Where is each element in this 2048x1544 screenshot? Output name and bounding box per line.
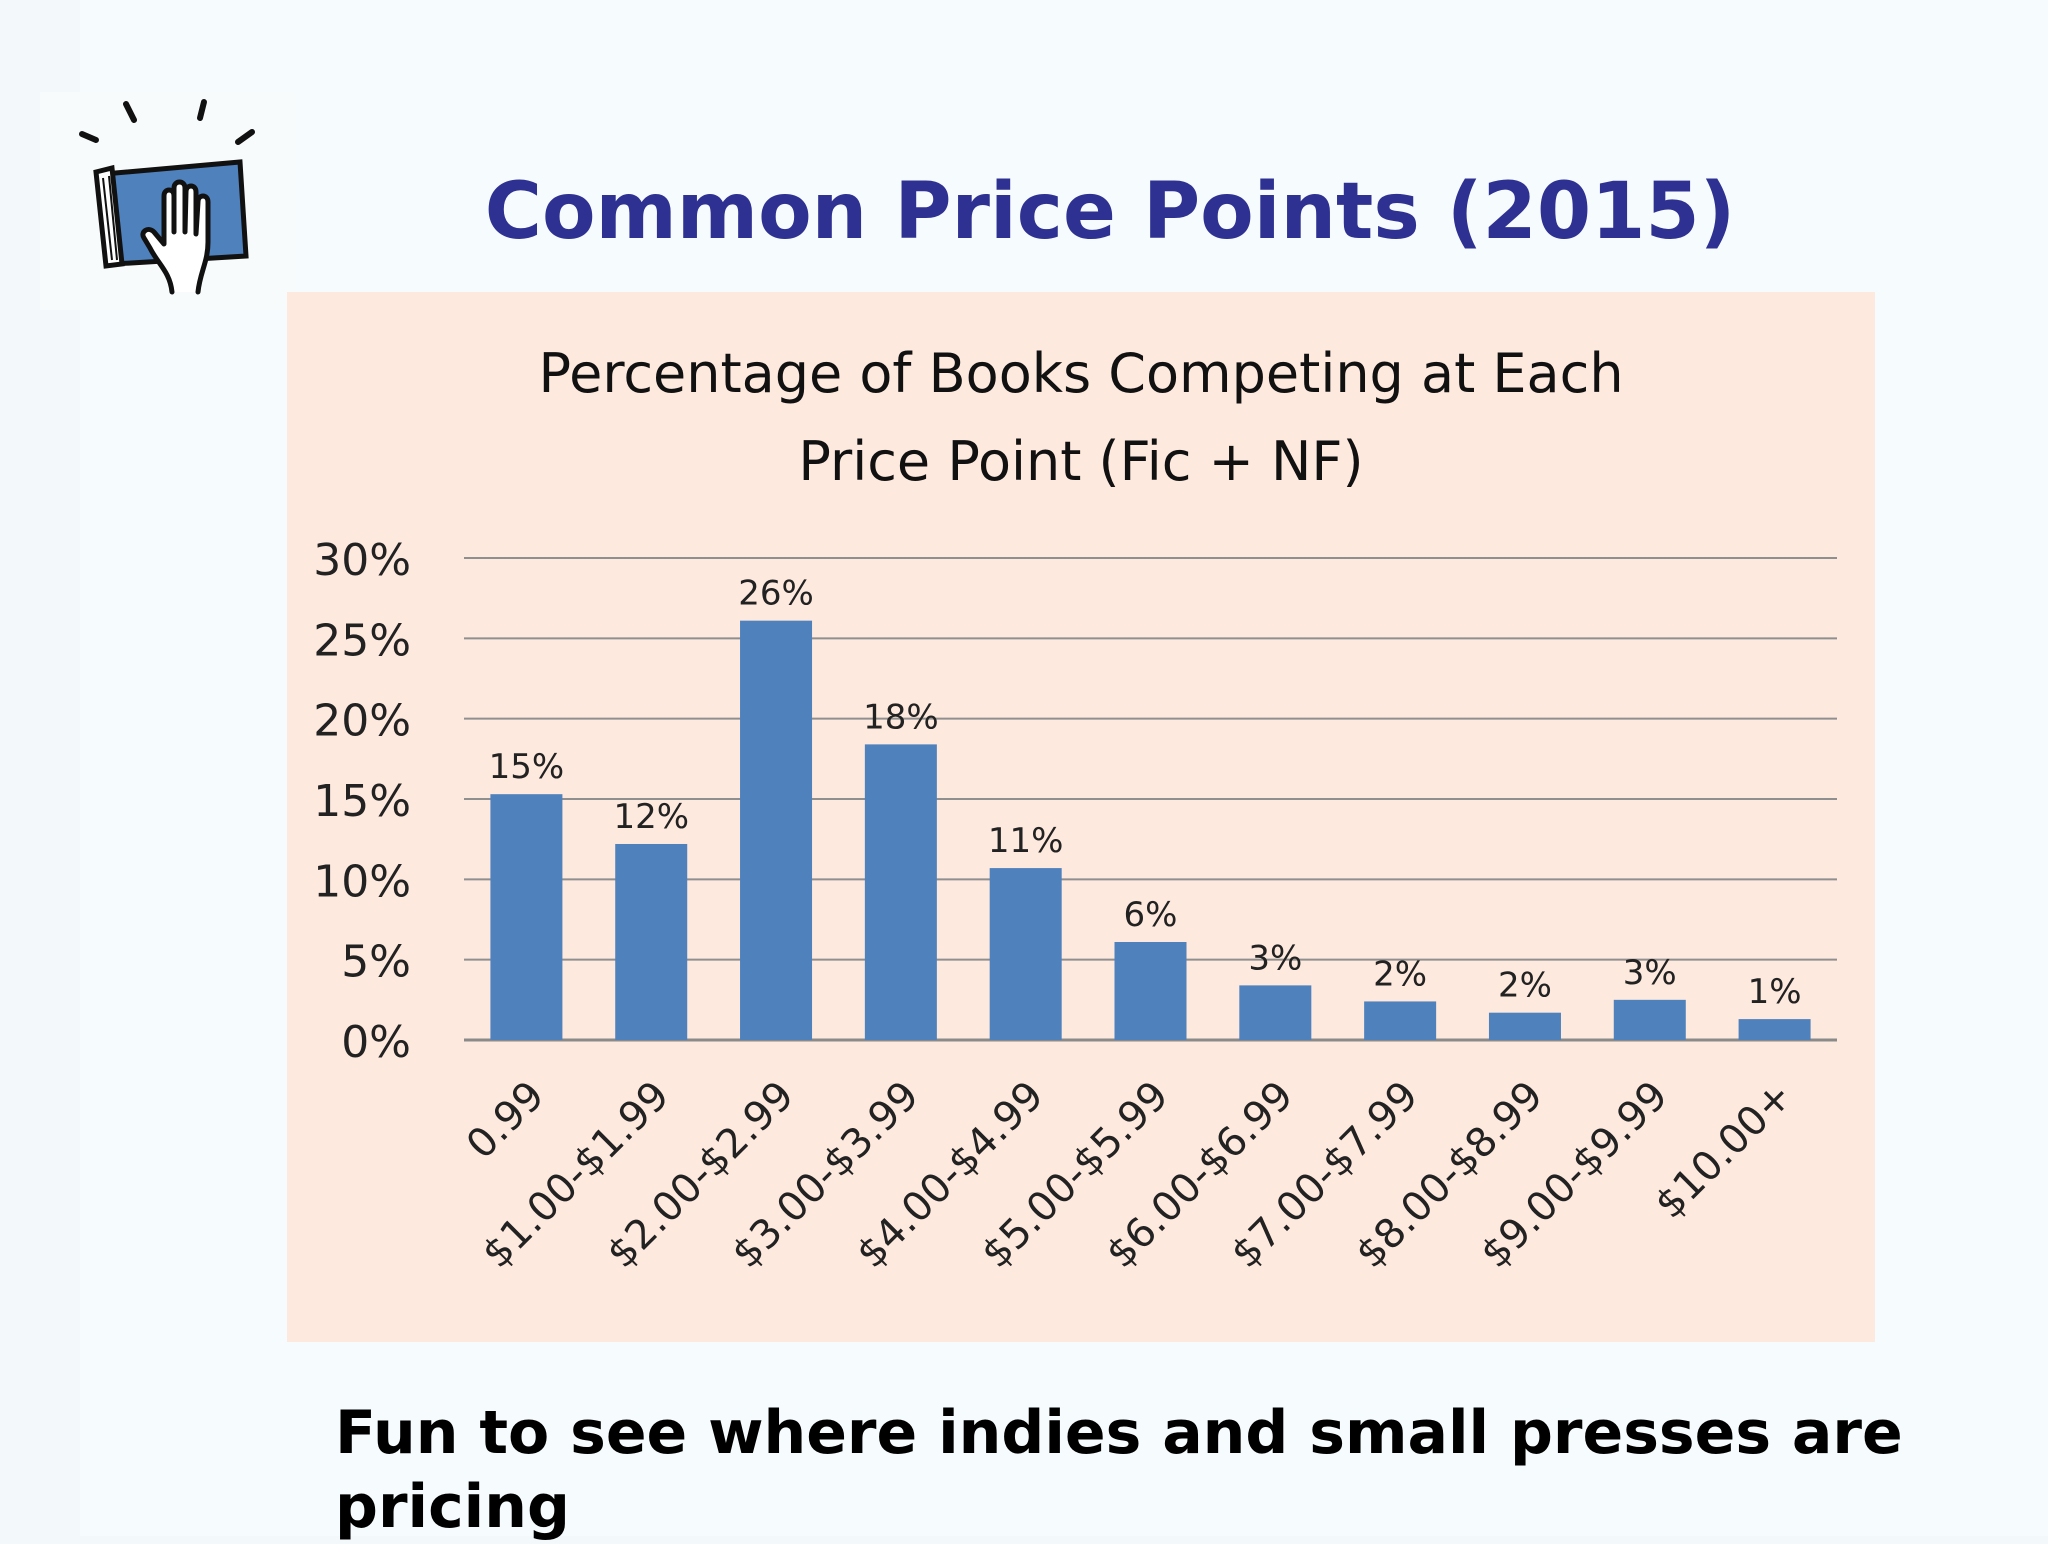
page-title: Common Price Points (2015): [484, 167, 1736, 257]
chart-title-line-1: Percentage of Books Competing at Each: [538, 342, 1624, 405]
bar: [864, 744, 937, 1040]
data-label: 3%: [1248, 938, 1302, 978]
data-label: 6%: [1124, 895, 1178, 935]
bar: [989, 868, 1062, 1040]
logo: [40, 92, 296, 310]
bar-chart: 0%5%10%15%20%25%30%15%0.9912%$1.00-$1.99…: [313, 535, 1837, 1277]
chart-title-line-2: Price Point (Fic + NF): [798, 430, 1364, 493]
data-label: 1%: [1748, 972, 1802, 1012]
bar: [1613, 999, 1686, 1040]
x-tick-label: 0.99: [458, 1073, 554, 1169]
bar: [1114, 941, 1187, 1040]
slide-caption: Fun to see where indies and small presse…: [335, 1398, 1903, 1542]
data-label: 2%: [1498, 966, 1552, 1006]
data-label: 26%: [738, 574, 814, 614]
bar: [740, 620, 813, 1040]
data-label: 12%: [613, 797, 689, 837]
bar: [1488, 1012, 1561, 1040]
bar: [615, 843, 688, 1040]
data-label: 2%: [1373, 954, 1427, 994]
chart-title: Percentage of Books Competing at Each Pr…: [287, 330, 1875, 506]
book-hand-icon: [79, 99, 255, 295]
bar: [1239, 985, 1312, 1040]
x-tick-label: $10.00+: [1646, 1073, 1801, 1228]
bar: [490, 794, 563, 1040]
y-tick-label: 20%: [313, 696, 411, 747]
bar: [1738, 1019, 1811, 1040]
y-tick-label: 0%: [341, 1017, 411, 1068]
data-label: 3%: [1623, 953, 1677, 993]
data-label: 11%: [988, 821, 1064, 861]
bar: [1364, 1001, 1437, 1040]
data-label: 15%: [489, 747, 565, 787]
y-tick-label: 5%: [341, 937, 411, 988]
y-tick-label: 15%: [313, 776, 411, 827]
y-tick-label: 10%: [313, 856, 411, 907]
y-tick-label: 30%: [313, 535, 411, 586]
data-label: 18%: [863, 697, 939, 737]
y-tick-label: 25%: [313, 615, 411, 666]
